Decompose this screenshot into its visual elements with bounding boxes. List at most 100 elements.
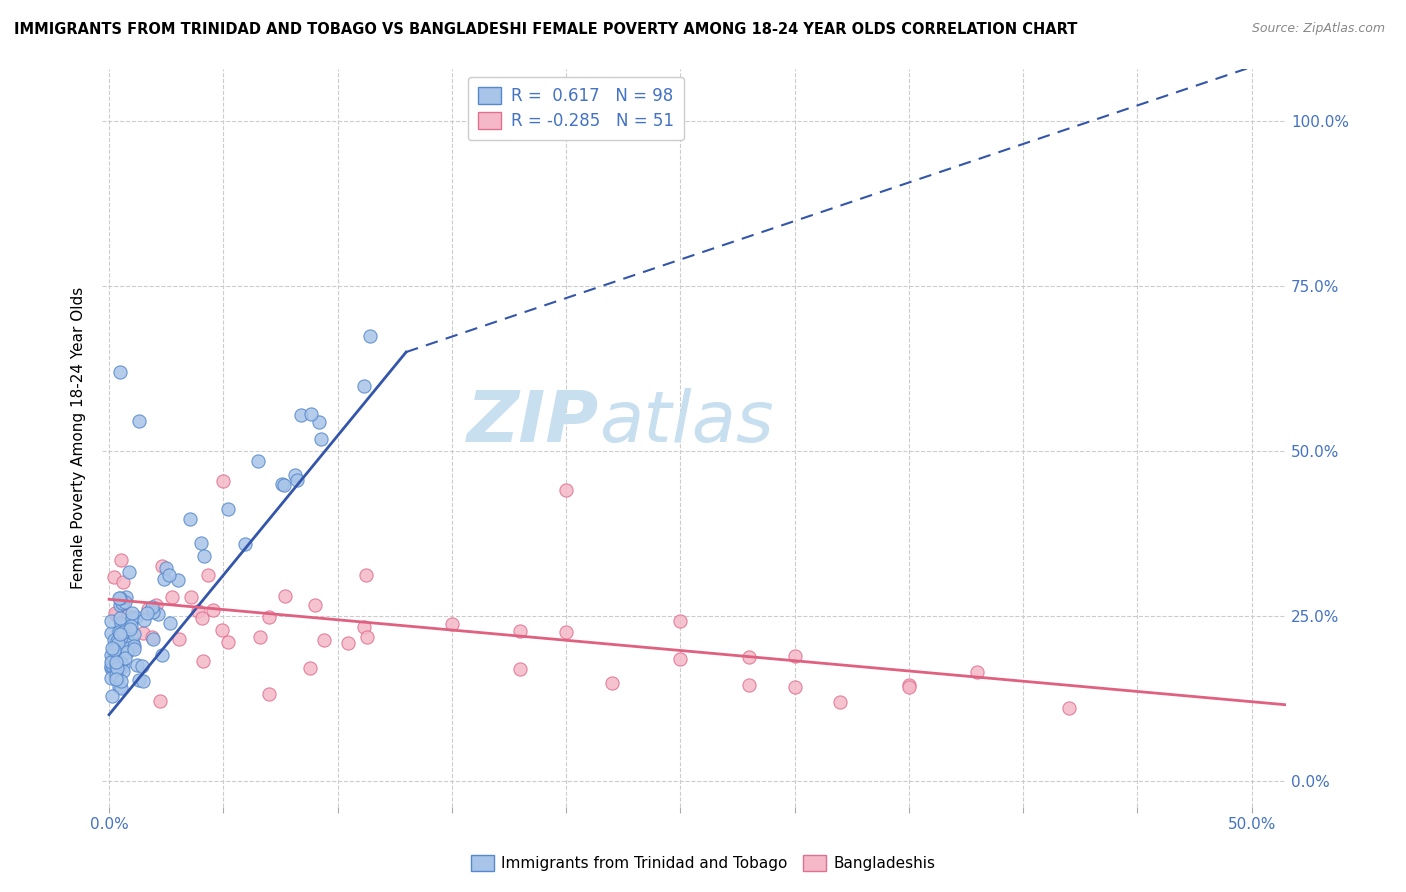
Point — [166, 573, 188, 587]
Point — [257, 687, 280, 701]
Point — [142, 605, 165, 619]
Point — [103, 660, 125, 674]
Point — [217, 634, 239, 648]
Point — [247, 453, 270, 467]
Point — [122, 639, 145, 653]
Point — [132, 626, 155, 640]
Point — [104, 639, 127, 653]
Point — [125, 658, 148, 673]
Point — [738, 677, 761, 691]
Point — [669, 614, 692, 628]
Point — [105, 655, 128, 669]
Point — [555, 483, 578, 498]
Point — [111, 624, 134, 639]
Point — [110, 674, 132, 689]
Point — [103, 569, 125, 583]
Point — [108, 624, 131, 639]
Point — [103, 656, 125, 670]
Point — [110, 365, 132, 379]
Point — [105, 661, 128, 675]
Point — [149, 694, 172, 708]
Point — [299, 407, 322, 421]
Point — [107, 681, 129, 695]
Point — [193, 549, 215, 563]
Point — [141, 630, 163, 644]
Point — [122, 642, 145, 657]
Point — [187, 604, 209, 618]
Point — [107, 671, 129, 685]
Point — [121, 606, 143, 620]
Point — [353, 379, 375, 393]
Point — [249, 630, 271, 644]
Point — [108, 591, 131, 606]
Point — [128, 673, 150, 688]
Point — [120, 619, 142, 633]
Point — [132, 673, 155, 688]
Point — [101, 650, 124, 665]
Legend: R =  0.617   N = 98, R = -0.285   N = 51: R = 0.617 N = 98, R = -0.285 N = 51 — [468, 77, 683, 140]
Text: atlas: atlas — [599, 389, 775, 458]
Point — [308, 415, 330, 429]
Point — [167, 632, 190, 647]
Point — [356, 631, 378, 645]
Point — [966, 665, 988, 680]
Point — [285, 473, 308, 487]
Point — [259, 610, 281, 624]
Point — [104, 607, 127, 622]
Legend: Immigrants from Trinidad and Tobago, Bangladeshis: Immigrants from Trinidad and Tobago, Ban… — [464, 849, 942, 877]
Point — [141, 599, 163, 614]
Point — [128, 414, 150, 428]
Point — [555, 624, 578, 639]
Point — [180, 590, 202, 604]
Point — [104, 657, 127, 672]
Point — [104, 643, 127, 657]
Point — [304, 598, 326, 612]
Point — [354, 568, 377, 582]
Point — [145, 598, 167, 612]
Point — [118, 637, 141, 651]
Point — [509, 662, 531, 676]
Text: Source: ZipAtlas.com: Source: ZipAtlas.com — [1251, 22, 1385, 36]
Point — [120, 622, 142, 636]
Point — [103, 633, 125, 648]
Point — [233, 537, 256, 551]
Point — [353, 620, 375, 634]
Point — [150, 648, 173, 662]
Point — [100, 640, 122, 655]
Point — [290, 408, 312, 422]
Point — [1057, 701, 1080, 715]
Point — [191, 611, 214, 625]
Point — [179, 512, 201, 526]
Point — [114, 595, 136, 609]
Point — [111, 596, 134, 610]
Point — [115, 590, 138, 604]
Point — [197, 567, 219, 582]
Point — [105, 633, 128, 648]
Point — [104, 635, 127, 649]
Point — [157, 568, 180, 582]
Point — [118, 640, 141, 655]
Point — [738, 649, 761, 664]
Point — [117, 645, 139, 659]
Point — [136, 606, 159, 620]
Point — [112, 575, 135, 590]
Point — [153, 572, 176, 586]
Point — [125, 609, 148, 624]
Point — [107, 625, 129, 640]
Point — [897, 680, 920, 694]
Point — [190, 536, 212, 550]
Point — [309, 432, 332, 446]
Point — [897, 678, 920, 692]
Point — [105, 659, 128, 673]
Point — [669, 652, 692, 666]
Point — [100, 689, 122, 703]
Point — [121, 611, 143, 625]
Point — [273, 478, 295, 492]
Point — [160, 590, 183, 604]
Point — [100, 625, 122, 640]
Point — [193, 654, 215, 668]
Point — [150, 559, 173, 574]
Point — [108, 659, 131, 673]
Point — [114, 651, 136, 665]
Point — [136, 602, 159, 616]
